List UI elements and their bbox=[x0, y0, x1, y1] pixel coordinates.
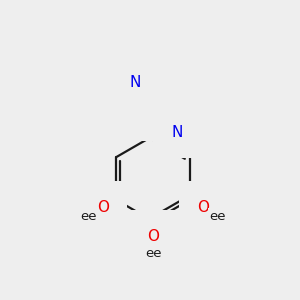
Text: ee: ee bbox=[145, 247, 161, 260]
Text: N: N bbox=[130, 75, 141, 90]
Text: O: O bbox=[131, 107, 143, 122]
Text: ee: ee bbox=[210, 209, 226, 223]
Text: C: C bbox=[141, 86, 152, 101]
Text: O: O bbox=[147, 229, 159, 244]
Text: O: O bbox=[97, 200, 109, 215]
Text: O: O bbox=[197, 200, 209, 215]
Text: N: N bbox=[171, 125, 183, 140]
Text: ee: ee bbox=[80, 209, 96, 223]
